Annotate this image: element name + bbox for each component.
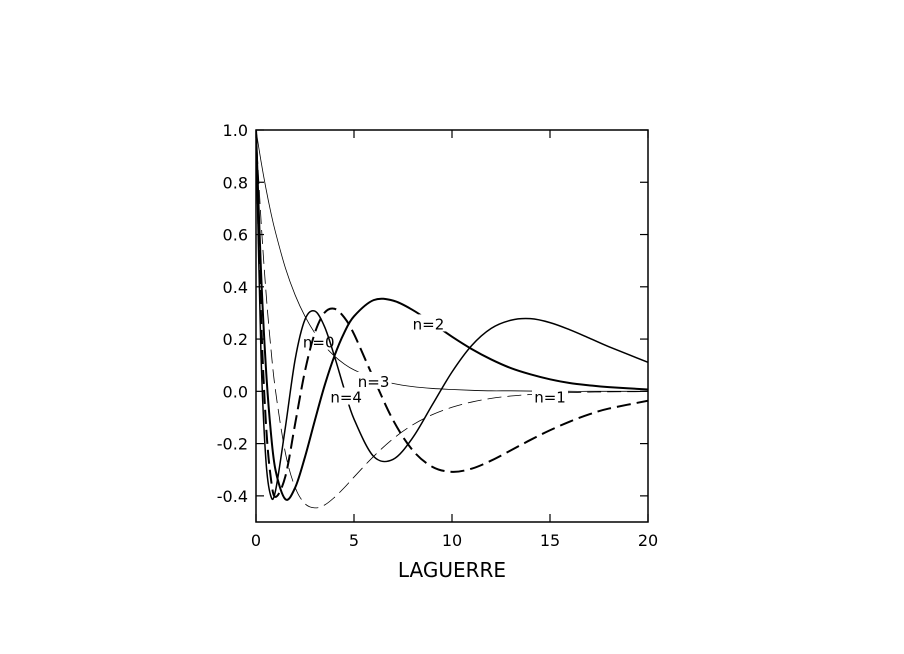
series-line xyxy=(256,130,648,501)
x-axis-label: LAGUERRE xyxy=(398,558,506,582)
y-tick-label: 1.0 xyxy=(223,121,248,140)
label-bg xyxy=(355,371,392,389)
label-bg xyxy=(328,387,365,405)
y-tick-label: 0.4 xyxy=(223,278,248,297)
x-tick-label: 15 xyxy=(540,531,560,550)
series-label: n=2 xyxy=(413,315,445,333)
y-tick-label: 0.0 xyxy=(223,382,248,401)
label-bg xyxy=(410,314,447,332)
x-tick-label: 10 xyxy=(442,531,462,550)
series-label: n=4 xyxy=(330,389,362,407)
y-tick-label: 0.2 xyxy=(223,330,248,349)
series-line xyxy=(256,130,648,498)
series-line xyxy=(256,130,648,509)
plot-frame xyxy=(255,129,649,523)
x-tick-label: 0 xyxy=(251,531,261,550)
y-tick-label: 0.8 xyxy=(223,173,248,192)
label-bg xyxy=(532,387,568,405)
y-tick-label: -0.2 xyxy=(217,435,248,454)
series-label: n=3 xyxy=(358,373,390,391)
series-line xyxy=(256,130,648,392)
series-label: n=1 xyxy=(534,389,566,407)
y-tick-label: -0.4 xyxy=(217,487,248,506)
series-line xyxy=(256,130,648,501)
y-tick-label: 0.6 xyxy=(223,226,248,245)
x-tick-label: 5 xyxy=(349,531,359,550)
x-tick-label: 20 xyxy=(638,531,658,550)
